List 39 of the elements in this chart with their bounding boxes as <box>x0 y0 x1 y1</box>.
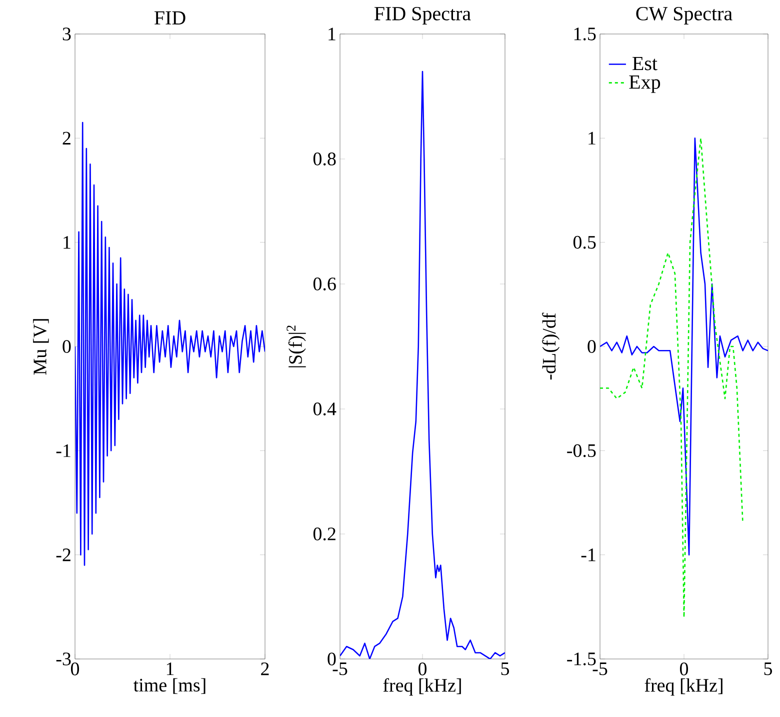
y-axis-title: |S(f)|$^{2}$ <box>286 326 306 368</box>
x-axis-title: freq [kHz] <box>383 678 461 696</box>
x-tick-label: 1 <box>166 662 174 676</box>
chart-title: FID Spectra <box>374 6 471 24</box>
y-tick-label: 0.4 <box>313 402 336 416</box>
x-tick-label: 0 <box>70 662 80 676</box>
x-tick-label: 5 <box>764 662 772 676</box>
y-tick-label: 1 <box>328 28 336 40</box>
x-tick-label: 0 <box>680 662 688 676</box>
y-axis-title: -dL(f)/df <box>542 312 560 380</box>
y-tick-label: 3 <box>62 28 71 40</box>
legend-label: Est <box>632 56 658 70</box>
x-tick-label: 2 <box>261 662 269 676</box>
y-tick-label: 2 <box>62 132 70 144</box>
line-series <box>75 122 265 566</box>
x-tick-label: 0 <box>418 662 427 676</box>
line-series <box>340 70 505 659</box>
line-series <box>600 138 744 618</box>
y-tick-label: 1.5 <box>574 28 596 40</box>
y-tick-label: 0 <box>588 340 596 353</box>
y-tick-label: 1 <box>64 236 70 249</box>
y-axis-title: Mu [V] <box>33 319 49 375</box>
y-tick-label: 0.2 <box>313 528 336 540</box>
y-tick-label: -1 <box>56 444 70 457</box>
x-tick-label: 5 <box>501 662 509 676</box>
y-tick-label: 0.5 <box>573 236 596 249</box>
y-tick-label: -1 <box>581 548 596 562</box>
x-axis-title: time [ms] <box>134 678 206 694</box>
y-tick-label: 1 <box>588 132 596 144</box>
y-tick-label: -0.5 <box>567 444 596 458</box>
chart-title: FID <box>154 11 186 24</box>
y-tick-label: 0.6 <box>313 278 336 290</box>
y-tick-label: 0.8 <box>313 152 336 166</box>
y-tick-label: -3 <box>56 652 71 666</box>
legend-label: Exp <box>629 76 660 93</box>
x-axis-title: freq [kHz] <box>644 678 722 696</box>
y-tick-label: 0 <box>62 340 71 353</box>
y-tick-label: -2 <box>56 548 70 562</box>
chart-title: CW Spectra <box>636 6 732 24</box>
